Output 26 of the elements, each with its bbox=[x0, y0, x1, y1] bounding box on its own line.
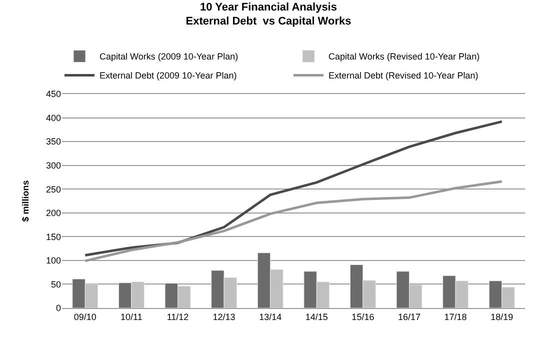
y-axis-title: $ millions bbox=[20, 180, 30, 222]
legend-label: Capital Works (2009 10-Year Plan) bbox=[100, 52, 238, 62]
x-tick-label: 16/17 bbox=[398, 312, 421, 322]
x-tick-label: 12/13 bbox=[212, 312, 236, 322]
x-tick-label: 13/14 bbox=[259, 312, 282, 322]
x-tick-label: 09/10 bbox=[74, 312, 96, 322]
legend-label: External Debt (2009 10-Year Plan) bbox=[100, 70, 237, 81]
y-tick-label: 150 bbox=[46, 232, 61, 242]
legend-label: External Debt (Revised 10-Year Plan) bbox=[328, 70, 478, 81]
y-tick-label: 100 bbox=[46, 256, 61, 266]
y-tick-label: 0 bbox=[56, 303, 61, 314]
y-tick-label: 350 bbox=[46, 136, 61, 147]
y-tick-label: 400 bbox=[46, 112, 61, 123]
chart-title: 10 Year Financial Analysis External Debt vs Capital Works bbox=[186, 1, 352, 28]
x-tick-label: 17/18 bbox=[444, 312, 467, 322]
y-tick-label: 450 bbox=[46, 89, 61, 100]
y-tick-label: 50 bbox=[50, 279, 61, 290]
y-tick-label: 250 bbox=[46, 184, 61, 194]
y-tick-label: 200 bbox=[46, 208, 61, 218]
x-tick-label: 11/12 bbox=[166, 312, 189, 322]
x-tick-label: 15/16 bbox=[352, 312, 374, 322]
x-tick-label: 10/11 bbox=[120, 312, 142, 322]
x-tick-label: 14/15 bbox=[305, 312, 328, 322]
legend-label: Capital Works (Revised 10-Year Plan) bbox=[328, 52, 480, 62]
y-tick-label: 300 bbox=[46, 160, 61, 170]
x-tick-label: 18/19 bbox=[490, 312, 514, 322]
